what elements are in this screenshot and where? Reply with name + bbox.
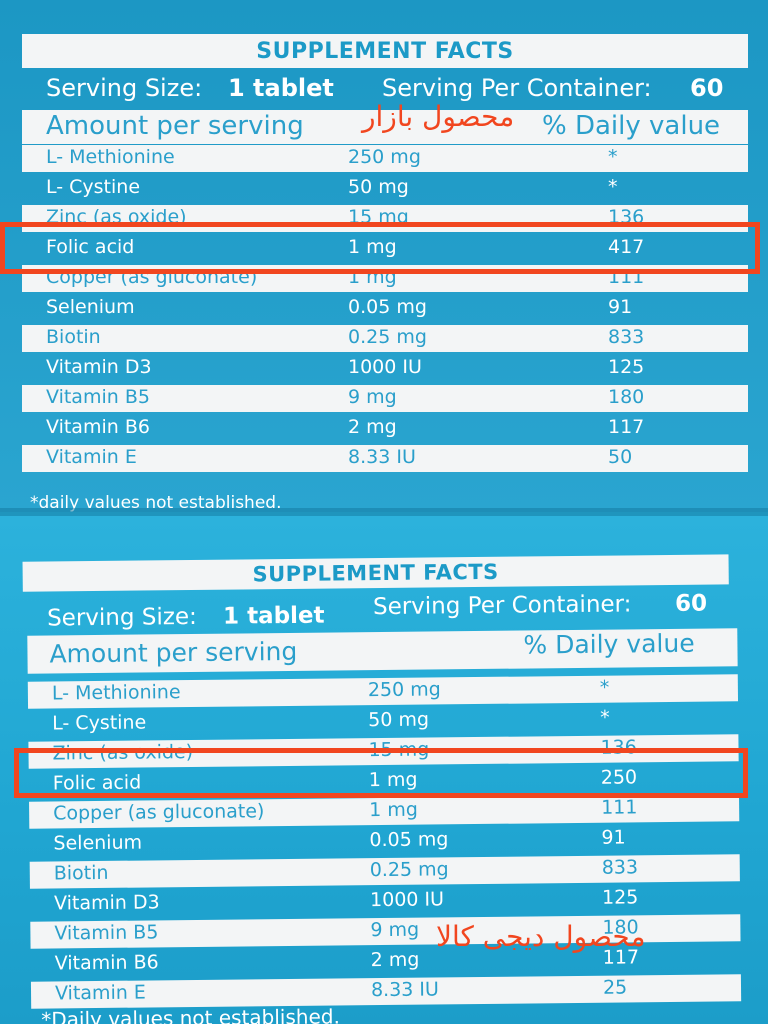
nutrient-amount: 8.33 IU — [348, 446, 416, 468]
footnote: *daily values not established. — [30, 493, 282, 512]
footnote: *Daily values not established. — [41, 1004, 341, 1024]
table-row: L- Methionine 250 mg * — [27, 674, 739, 709]
nutrient-daily-value: 25 — [602, 976, 628, 999]
table-row: Vitamin D3 1000 IU 125 — [22, 355, 748, 382]
table-row: Vitamin B5 9 mg 180 — [22, 385, 748, 412]
daily-value-header: % Daily value — [523, 628, 695, 660]
serving-per-container-label: Serving Per Container: — [372, 591, 632, 621]
table-row: Biotin 0.25 mg 833 — [29, 854, 740, 889]
nutrient-amount: 2 mg — [370, 948, 420, 972]
nutrient-amount: 0.25 mg — [348, 326, 427, 348]
amount-per-serving-header: Amount per serving — [46, 111, 304, 141]
serving-size-value: 1 tablet — [222, 602, 325, 630]
nutrient-name: Folic acid — [46, 236, 135, 258]
amount-per-serving-header: Amount per serving — [49, 636, 298, 669]
table-row: Vitamin E 8.33 IU 25 — [30, 974, 742, 1009]
annotation-bazaar-product: محصول بازار — [362, 100, 515, 133]
nutrient-name: L- Methionine — [51, 681, 181, 705]
supplement-facts-title: SUPPLEMENT FACTS — [22, 34, 748, 68]
daily-value-header: % Daily value — [542, 111, 721, 141]
serving-size-label: Serving Size: — [46, 603, 197, 632]
folic-acid-highlight-box — [14, 748, 748, 798]
nutrient-name: Selenium — [53, 831, 143, 855]
nutrient-name: L- Cystine — [52, 711, 147, 735]
nutrient-name: L- Methionine — [46, 146, 175, 168]
table-row: Selenium 0.05 mg 91 — [22, 295, 748, 322]
serving-size-value: 1 tablet — [228, 74, 334, 102]
nutrient-name: Vitamin B6 — [46, 416, 150, 438]
nutrient-amount: 1000 IU — [348, 356, 422, 378]
nutrient-amount: 250 mg — [367, 678, 441, 702]
nutrient-daily-value: * — [608, 176, 618, 198]
nutrient-daily-value: 91 — [608, 296, 633, 318]
nutrient-daily-value: * — [599, 676, 610, 699]
nutrient-daily-value: 91 — [601, 826, 626, 849]
nutrient-amount: 0.25 mg — [369, 858, 449, 882]
table-row: Biotin 0.25 mg 833 — [22, 325, 748, 352]
table-row: Vitamin D3 1000 IU 125 — [30, 884, 740, 918]
nutrient-amount: 0.05 mg — [369, 828, 449, 852]
table-row: L- Cystine 50 mg * — [22, 175, 748, 202]
annotation-digikala-product: محصول دیجی کالا — [436, 920, 646, 953]
table-row: Vitamin E 8.33 IU 50 — [22, 445, 748, 472]
nutrient-name: Copper (as gluconate) — [53, 800, 265, 825]
nutrient-name: Biotin — [53, 861, 109, 885]
nutrient-name: L- Cystine — [46, 176, 141, 198]
table-row: Selenium 0.05 mg 91 — [29, 824, 739, 858]
folic-acid-highlight-box — [0, 222, 760, 274]
serving-size-label: Serving Size: — [46, 74, 203, 102]
nutrient-name: Vitamin B5 — [54, 921, 159, 945]
nutrient-amount: 50 mg — [348, 176, 409, 198]
serving-per-container-value: 60 — [674, 590, 708, 617]
nutrient-amount: 8.33 IU — [370, 978, 439, 1002]
nutrient-daily-value: 111 — [601, 796, 638, 819]
nutrient-daily-value: 50 — [608, 446, 633, 468]
nutrient-daily-value: 833 — [601, 856, 639, 879]
nutrient-amount: 50 mg — [368, 708, 430, 732]
nutrient-name: Vitamin E — [54, 981, 146, 1005]
nutrient-daily-value: 117 — [608, 416, 645, 438]
nutrient-daily-value: 125 — [601, 886, 639, 909]
nutrient-daily-value: * — [608, 146, 618, 168]
amount-header-bar: Amount per serving % Daily value — [27, 628, 738, 674]
nutrient-name: Vitamin D3 — [46, 356, 152, 378]
table-row: L- Cystine 50 mg * — [28, 704, 738, 738]
nutrient-name: Vitamin B5 — [46, 386, 150, 408]
table-row: Folic acid 1 mg 417 — [22, 235, 748, 262]
nutrient-daily-value: 125 — [608, 356, 645, 378]
nutrient-name: Vitamin D3 — [53, 891, 160, 915]
supplement-facts-title: SUPPLEMENT FACTS — [22, 554, 729, 592]
nutrient-amount: 0.05 mg — [348, 296, 427, 318]
nutrient-amount: 1 mg — [348, 236, 397, 258]
nutrient-amount: 9 mg — [348, 386, 397, 408]
serving-per-container-label: Serving Per Container: — [382, 74, 652, 102]
photo-panel-bottom: SUPPLEMENT FACTS Serving Size: 1 tablet … — [0, 512, 768, 1024]
nutrient-name: Vitamin B6 — [54, 951, 159, 975]
amount-header-bar: Amount per serving % Daily value — [22, 110, 748, 144]
nutrient-amount: 250 mg — [348, 146, 421, 168]
nutrient-amount: 1 mg — [369, 798, 418, 822]
table-row: L- Methionine 250 mg * — [22, 145, 748, 172]
nutrient-daily-value: 417 — [608, 236, 645, 258]
nutrient-amount: 9 mg — [370, 918, 420, 942]
nutrient-daily-value: 833 — [608, 326, 645, 348]
nutrient-amount: 2 mg — [348, 416, 397, 438]
nutrient-name: Selenium — [46, 296, 135, 318]
table-row: Vitamin B6 2 mg 117 — [22, 415, 748, 442]
nutrient-name: Vitamin E — [46, 446, 137, 468]
photo-divider — [0, 508, 768, 516]
nutrient-daily-value: * — [600, 706, 610, 729]
nutrient-daily-value: 180 — [608, 386, 645, 408]
nutrient-name: Biotin — [46, 326, 101, 348]
table-row: Copper (as gluconate) 1 mg 111 — [29, 794, 740, 829]
photo-panel-top: SUPPLEMENT FACTS Serving Size: 1 tablet … — [0, 0, 768, 512]
serving-per-container-value: 60 — [690, 74, 724, 102]
nutrient-amount: 1000 IU — [369, 888, 445, 912]
